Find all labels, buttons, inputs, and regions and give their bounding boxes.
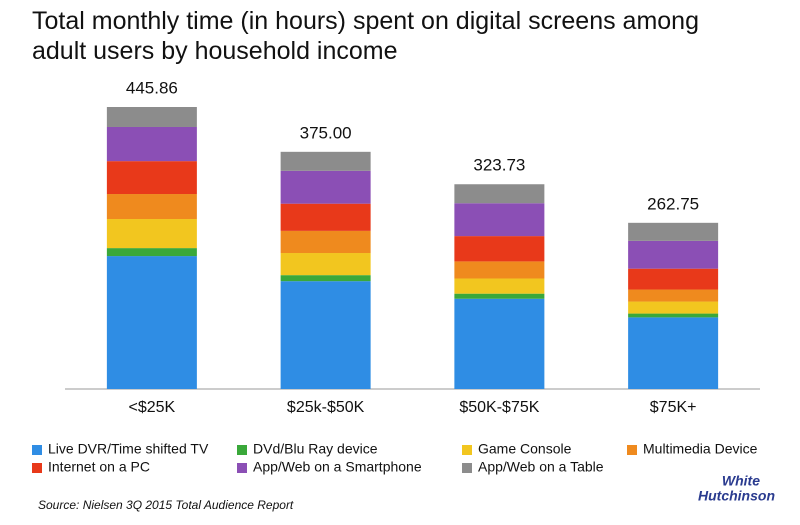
legend-swatch (32, 445, 42, 455)
total-label: 445.86 (126, 78, 178, 97)
legend-swatch (627, 445, 637, 455)
legend-label: App/Web on a Smartphone (253, 459, 422, 475)
bar-segment (454, 261, 545, 279)
bar-segment (106, 219, 197, 249)
legend-swatch (32, 463, 42, 473)
bar-segment (280, 170, 371, 204)
legend-label: Live DVR/Time shifted TV (48, 441, 209, 457)
legend-swatch (462, 463, 472, 473)
total-label: 262.75 (647, 194, 699, 213)
logo-line: White (722, 473, 760, 489)
bar-segment (628, 317, 719, 389)
bar-segment (106, 126, 197, 162)
bar-segment (280, 203, 371, 231)
bar-segment (628, 313, 719, 318)
legend-swatch (237, 463, 247, 473)
x-tick-label: $50K-$75K (459, 399, 539, 416)
bar-segment (454, 278, 545, 294)
x-tick-label: $75K+ (650, 399, 697, 416)
total-label: 375.00 (300, 123, 352, 142)
legend-label: Multimedia Device (643, 441, 758, 457)
bar-segment (628, 222, 719, 241)
legend-label: DVd/Blu Ray device (253, 441, 378, 457)
legend-swatch (237, 445, 247, 455)
x-tick-label: $25k-$50K (287, 399, 365, 416)
legend-label: Internet on a PC (48, 459, 150, 475)
bar-segment (628, 240, 719, 269)
bar-segment (628, 289, 719, 302)
bar-segment (280, 151, 371, 171)
bar-segment (106, 107, 197, 127)
bar-segment (628, 268, 719, 290)
legend-swatch (462, 445, 472, 455)
bar-segment (106, 161, 197, 195)
bar-segment (280, 230, 371, 254)
bar-segment (280, 275, 371, 282)
legend-label: App/Web on a Table (478, 459, 604, 475)
bar-segment (106, 248, 197, 257)
bar-segment (454, 236, 545, 262)
bar-segment (280, 253, 371, 276)
total-label: 323.73 (473, 156, 525, 175)
bar-segment (628, 301, 719, 314)
bar-segment (280, 281, 371, 389)
source: Source: Nielsen 3Q 2015 Total Audience R… (38, 498, 294, 512)
bar-segment (454, 203, 545, 237)
bar-segment (106, 194, 197, 220)
legend-label: Game Console (478, 441, 572, 457)
chart-title: Total monthly time (in hours) spent on d… (32, 7, 699, 65)
bar-segment (454, 184, 545, 204)
bar-segment (454, 298, 545, 389)
logo-line: Hutchinson (698, 488, 775, 504)
x-tick-label: <$25K (129, 399, 176, 416)
bar-segment (454, 293, 545, 299)
bar-segment (106, 256, 197, 389)
